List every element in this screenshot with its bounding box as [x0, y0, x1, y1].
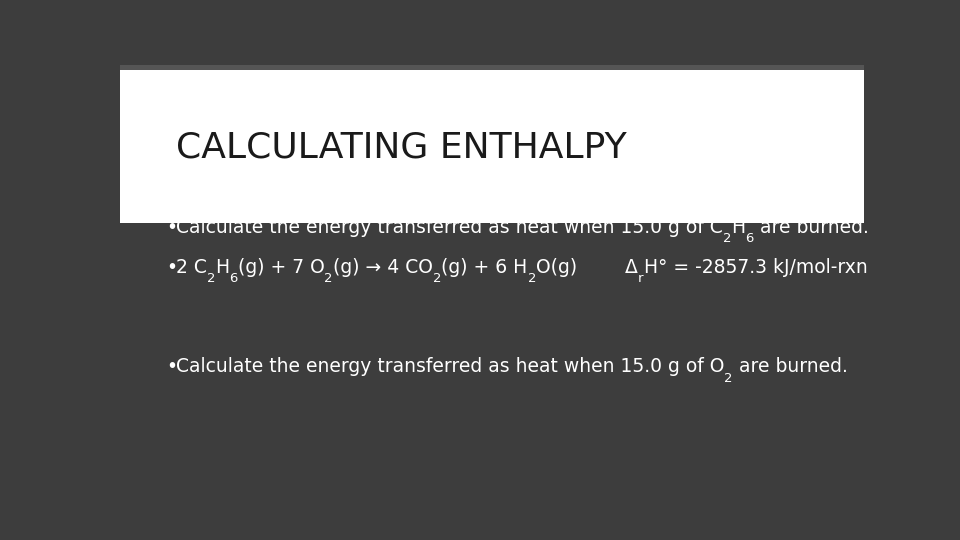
Text: 2 C: 2 C — [176, 258, 206, 276]
Bar — [120, 65, 864, 70]
Text: 2: 2 — [324, 272, 333, 285]
Text: Δ: Δ — [577, 258, 638, 276]
Text: 6: 6 — [745, 232, 754, 245]
Text: •: • — [166, 258, 178, 276]
Text: 2: 2 — [206, 272, 215, 285]
Text: CALCULATING ENTHALPY: CALCULATING ENTHALPY — [176, 131, 627, 165]
Text: 2: 2 — [723, 232, 732, 245]
Text: •: • — [166, 357, 178, 376]
Text: (g) + 6 H: (g) + 6 H — [442, 258, 528, 276]
Text: 2: 2 — [528, 272, 536, 285]
Text: are burned.: are burned. — [754, 218, 869, 237]
Text: Calculate the energy transferred as heat when 15.0 g of O: Calculate the energy transferred as heat… — [176, 357, 724, 376]
Text: 2: 2 — [724, 372, 732, 384]
Bar — [120, 70, 864, 223]
Text: (g) + 7 O: (g) + 7 O — [238, 258, 324, 276]
Text: H° = -2857.3 kJ/mol-rxn: H° = -2857.3 kJ/mol-rxn — [643, 258, 867, 276]
Text: H: H — [215, 258, 229, 276]
Text: Calculate the energy transferred as heat when 15.0 g of C: Calculate the energy transferred as heat… — [176, 218, 723, 237]
Text: (g) → 4 CO: (g) → 4 CO — [333, 258, 433, 276]
Text: H: H — [732, 218, 745, 237]
Text: are burned.: are burned. — [732, 357, 848, 376]
Text: 2: 2 — [433, 272, 442, 285]
Text: •: • — [166, 218, 178, 237]
Text: O(g): O(g) — [536, 258, 577, 276]
Text: 6: 6 — [229, 272, 238, 285]
Text: r: r — [638, 272, 643, 285]
